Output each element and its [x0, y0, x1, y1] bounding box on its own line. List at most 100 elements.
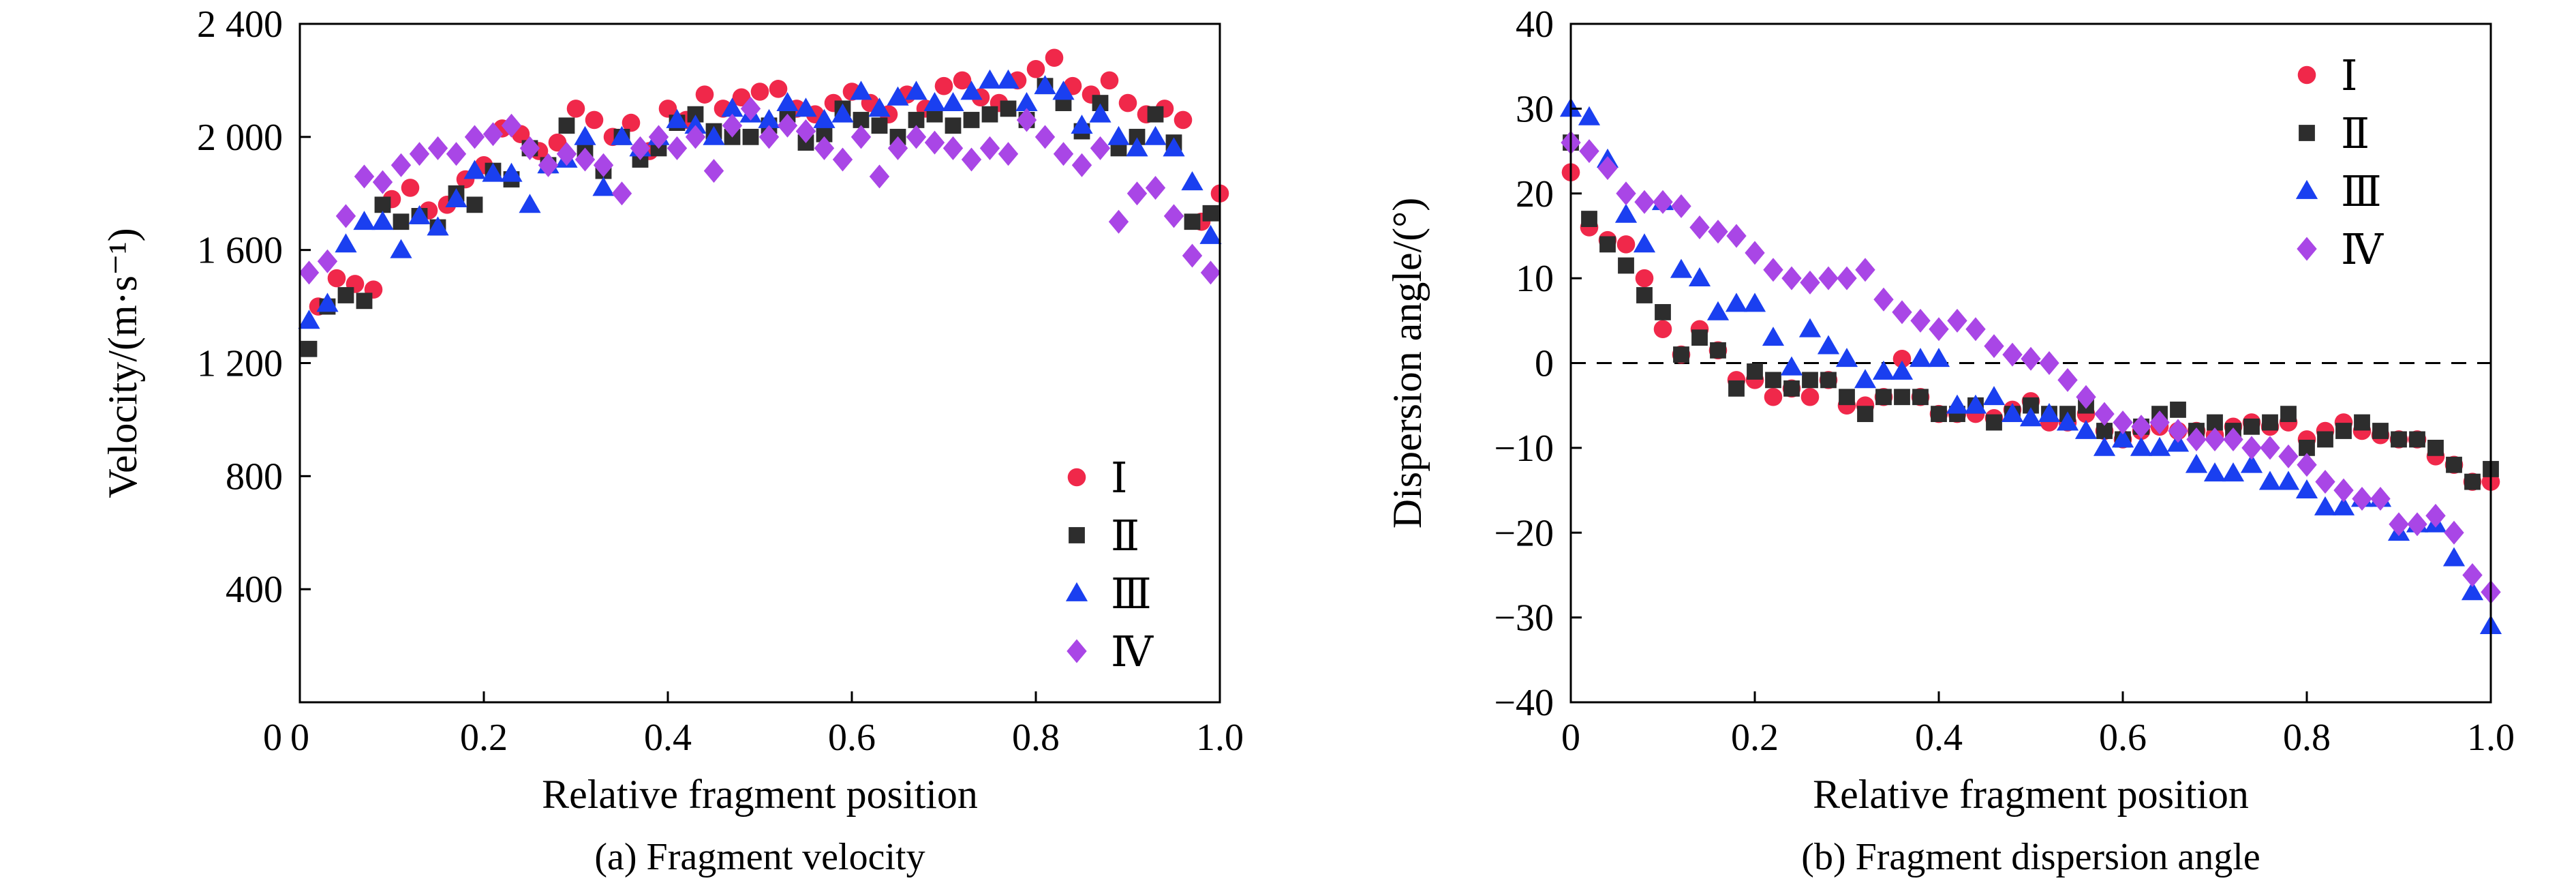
- data-point: [1026, 60, 1045, 78]
- data-point: [1129, 128, 1146, 145]
- data-point: [390, 153, 412, 177]
- y-tick-label: 2 400: [197, 3, 283, 46]
- data-point: [1100, 71, 1119, 90]
- y-tick-label: 20: [1516, 173, 1554, 215]
- data-point: [427, 136, 448, 160]
- data-point: [1763, 258, 1783, 282]
- legend-label: Ⅰ: [1111, 455, 1128, 502]
- data-point: [1909, 348, 1932, 368]
- data-point: [2260, 436, 2280, 460]
- data-point: [2205, 427, 2225, 451]
- data-point: [1034, 75, 1056, 95]
- data-point: [2425, 503, 2446, 528]
- x-tick-label: 0.8: [2283, 717, 2331, 759]
- data-point: [2021, 346, 2041, 371]
- data-point: [1728, 380, 1745, 397]
- legend-label: Ⅲ: [2341, 169, 2382, 215]
- data-point: [335, 233, 357, 253]
- data-point: [2462, 562, 2483, 587]
- data-point: [2442, 547, 2466, 567]
- data-point: [1053, 142, 1074, 166]
- y-tick-label: 30: [1516, 88, 1554, 130]
- data-point: [2389, 512, 2409, 537]
- data-point: [574, 125, 596, 145]
- x-tick-label: 0.2: [460, 717, 508, 759]
- legend-label: Ⅱ: [1111, 513, 1139, 560]
- data-point: [1872, 360, 1895, 380]
- data-point: [464, 125, 485, 149]
- legend-label: Ⅳ: [2341, 227, 2384, 273]
- data-point: [2427, 439, 2444, 456]
- data-point: [446, 142, 467, 166]
- data-point: [740, 96, 761, 121]
- data-point: [923, 91, 946, 111]
- data-point: [316, 292, 339, 312]
- x-tick-label: 0.6: [2099, 717, 2147, 759]
- data-point: [1726, 224, 1747, 248]
- data-point: [372, 170, 393, 194]
- data-point: [2317, 431, 2333, 448]
- data-point: [1800, 270, 1820, 295]
- data-point: [2111, 428, 2134, 448]
- data-point: [2148, 436, 2171, 456]
- y-tick-label: 800: [226, 455, 283, 498]
- data-point: [1200, 260, 1221, 285]
- panel-caption: (a) Fragment velocity: [594, 836, 925, 878]
- data-point: [831, 103, 854, 123]
- data-point: [1890, 360, 1914, 380]
- data-point: [1781, 266, 1802, 290]
- data-point: [687, 106, 704, 123]
- data-point: [1835, 348, 1858, 368]
- data-point: [750, 82, 769, 101]
- data-point: [945, 117, 962, 134]
- data-point: [1616, 181, 1636, 206]
- y-tick-label: 0: [1535, 343, 1554, 385]
- data-point: [684, 115, 707, 134]
- data-point: [942, 136, 964, 160]
- data-point: [869, 164, 890, 189]
- legend-label: Ⅱ: [2341, 111, 2370, 158]
- data-point: [703, 159, 724, 183]
- data-point: [963, 112, 980, 128]
- data-point: [2370, 487, 2391, 511]
- data-point: [2056, 411, 2079, 431]
- data-point: [2023, 397, 2039, 414]
- data-point: [611, 181, 632, 206]
- legend-marker: [1067, 468, 1086, 487]
- data-point: [1710, 342, 1726, 359]
- data-point: [2131, 415, 2151, 439]
- data-point: [2258, 470, 2282, 490]
- data-point: [2130, 436, 2153, 456]
- data-point: [1163, 204, 1184, 228]
- data-point: [2297, 453, 2317, 477]
- data-point: [401, 179, 420, 197]
- data-point: [2149, 410, 2170, 435]
- legend: Ⅰ Ⅱ Ⅲ Ⅳ: [1065, 455, 1154, 676]
- y-tick-label: 40: [1516, 3, 1554, 46]
- data-point: [585, 110, 604, 130]
- data-point: [769, 80, 788, 98]
- data-point: [501, 113, 522, 138]
- data-point: [997, 69, 1019, 89]
- data-point: [622, 113, 641, 132]
- data-point: [2038, 403, 2061, 423]
- data-point: [1855, 258, 1875, 282]
- data-point: [611, 125, 633, 145]
- data-point: [2002, 342, 2023, 367]
- data-point: [1597, 155, 1618, 180]
- data-point: [887, 136, 908, 160]
- data-point: [2019, 407, 2042, 427]
- data-point: [953, 71, 972, 90]
- data-point: [2074, 419, 2098, 439]
- series-4: [1561, 130, 2501, 604]
- data-point: [2315, 470, 2335, 494]
- data-point: [390, 239, 412, 258]
- data-point: [1144, 125, 1167, 145]
- chart-panel-dispersion-angle: 0 0.2 0.4 0.6 0.8 1.0 −40 −30 −20 −10 0 10 20 30 40 Rel…: [1385, 3, 2515, 878]
- data-point: [1725, 292, 1748, 312]
- data-point: [519, 136, 540, 160]
- data-point: [1653, 320, 1672, 339]
- data-point: [2409, 431, 2425, 448]
- data-point: [942, 91, 964, 111]
